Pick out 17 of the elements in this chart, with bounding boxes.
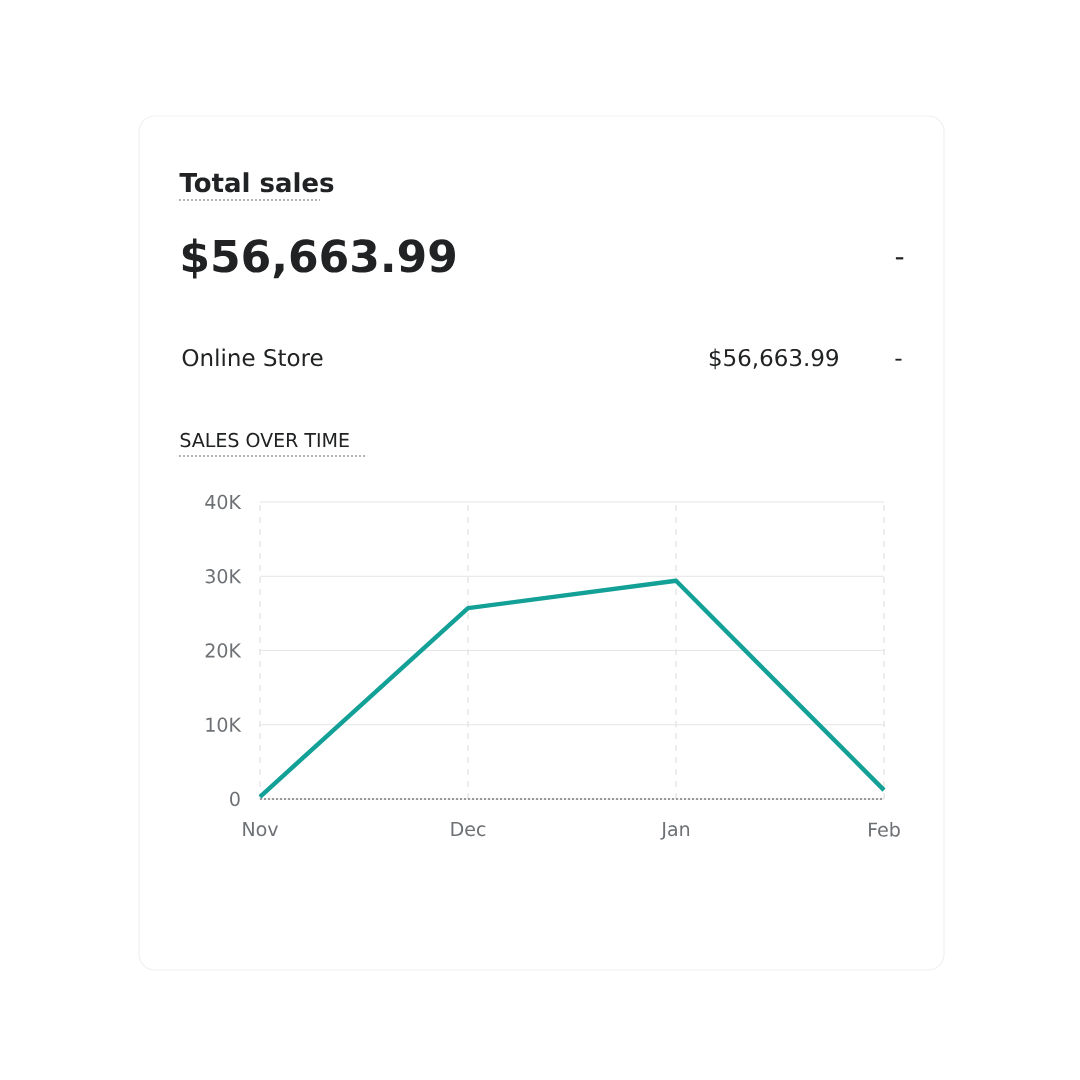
text: $56,663.99	[709, 348, 838, 370]
text: Online Store	[182, 348, 323, 367]
y-tick-label: 40K	[205, 494, 242, 510]
text: $56,663.99	[182, 238, 455, 279]
y-tick-label: 10K	[206, 717, 242, 732]
y-tick-label: 30K	[205, 569, 242, 584]
x-tick-label: Jan	[660, 822, 690, 840]
y-tick-label: 20K	[205, 643, 242, 658]
chart-title: Total sales	[179, 172, 334, 193]
x-tick-label: Nov	[243, 822, 278, 837]
x-tick-label: Feb	[869, 822, 900, 837]
text: -	[895, 257, 904, 260]
x-tick-label: Dec	[451, 822, 486, 837]
text: SALES OVER TIME	[180, 432, 349, 448]
line-series	[257, 578, 887, 799]
y-tick-label: 0	[230, 791, 240, 807]
text: -	[895, 358, 902, 361]
